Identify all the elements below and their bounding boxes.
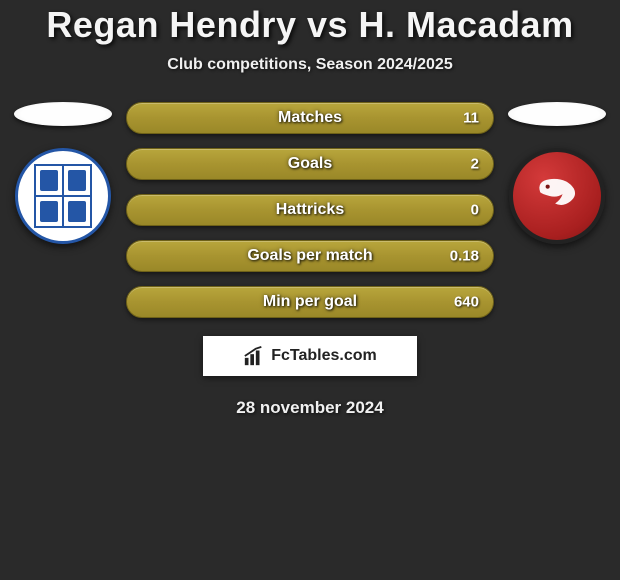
crest-shield-icon: [34, 164, 92, 228]
left-player-col: [8, 102, 118, 244]
stat-bar-min-per-goal: Min per goal 640: [126, 286, 494, 318]
player-photo-placeholder-left: [14, 102, 112, 126]
stat-bar-hattricks: Hattricks 0: [126, 194, 494, 226]
generated-date: 28 november 2024: [0, 398, 620, 418]
comparison-card: Regan Hendry vs H. Macadam Club competit…: [0, 0, 620, 418]
brand-watermark: FcTables.com: [203, 336, 417, 376]
stat-label: Min per goal: [263, 293, 357, 311]
stats-column: Matches 11 Goals 2 Hattricks 0 Goals per…: [118, 102, 502, 318]
stat-label: Hattricks: [276, 201, 344, 219]
club-crest-left: [15, 148, 111, 244]
stat-label: Goals per match: [247, 247, 372, 265]
bar-chart-icon: [243, 345, 265, 367]
stat-bar-goals-per-match: Goals per match 0.18: [126, 240, 494, 272]
stat-label: Matches: [278, 109, 342, 127]
stat-value: 11: [463, 110, 479, 127]
page-title: Regan Hendry vs H. Macadam: [0, 4, 620, 46]
right-player-col: [502, 102, 612, 244]
stat-value: 0.18: [450, 248, 479, 265]
stat-value: 0: [471, 202, 479, 219]
club-crest-right: [509, 148, 605, 244]
shrimp-icon: [529, 168, 585, 224]
stat-bar-matches: Matches 11: [126, 102, 494, 134]
player-photo-placeholder-right: [508, 102, 606, 126]
stat-value: 2: [471, 156, 479, 173]
brand-text: FcTables.com: [271, 347, 377, 365]
main-row: Matches 11 Goals 2 Hattricks 0 Goals per…: [0, 102, 620, 318]
stat-value: 640: [454, 294, 479, 311]
stat-bar-goals: Goals 2: [126, 148, 494, 180]
stat-label: Goals: [288, 155, 332, 173]
season-subtitle: Club competitions, Season 2024/2025: [0, 56, 620, 74]
